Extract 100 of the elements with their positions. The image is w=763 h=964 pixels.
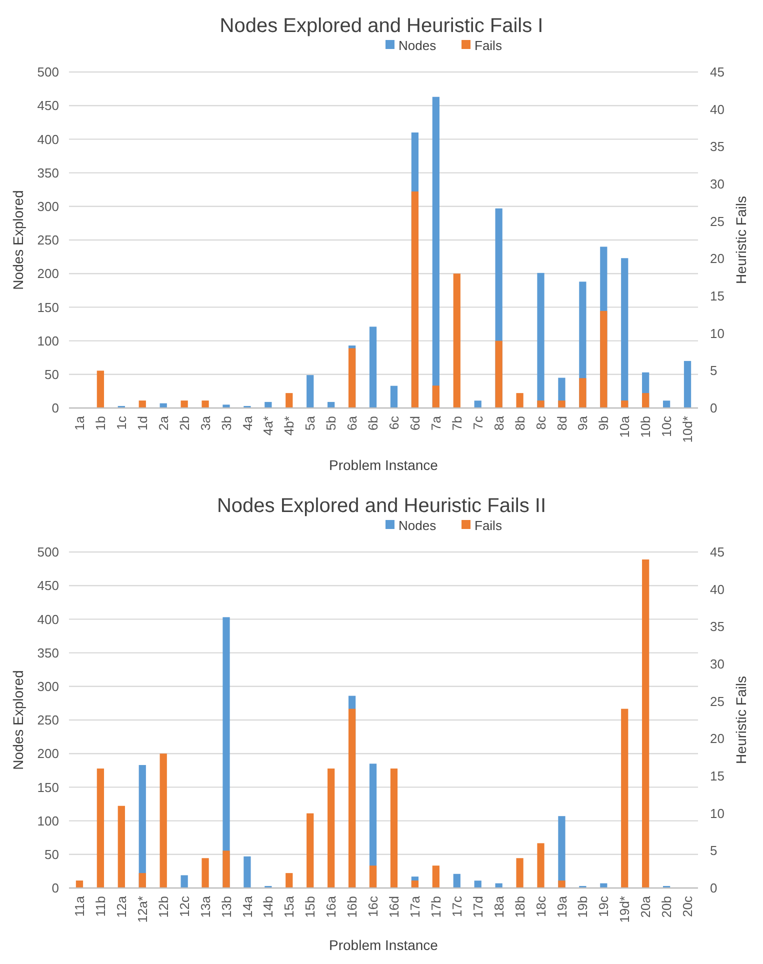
- x-tick-label: 18b: [512, 896, 528, 918]
- bar: [642, 559, 650, 888]
- bar: [621, 708, 628, 888]
- x-tick-label: 17a: [408, 895, 422, 918]
- bar: [537, 400, 544, 408]
- y2-tick-label: 30: [710, 656, 724, 672]
- x-tick-label: 13b: [218, 896, 234, 918]
- x-tick-label: 1a: [72, 415, 88, 430]
- bar: [244, 856, 251, 888]
- x-tick-label: 1b: [93, 416, 108, 430]
- x-tick-label: 2a: [156, 415, 171, 430]
- y-tick-label: 500: [37, 64, 59, 80]
- bar: [621, 400, 628, 408]
- y-tick-label: 150: [37, 300, 59, 315]
- x-tick-label: 18c: [533, 896, 548, 917]
- bar: [453, 274, 460, 408]
- x-tick-label: 5a: [302, 415, 318, 430]
- x-tick-label: 16c: [366, 896, 381, 917]
- y2-tick-label: 20: [710, 731, 724, 746]
- x-tick-label: 11a: [72, 895, 88, 917]
- legend-label: Fails: [474, 38, 502, 53]
- chart-title: Nodes Explored and Heuristic Fails II: [216, 495, 546, 517]
- bar: [516, 393, 524, 408]
- y-tick-label: 150: [37, 780, 59, 795]
- bar: [202, 400, 209, 408]
- y-tick-label: 400: [37, 132, 59, 147]
- x-tick-label: 8c: [533, 416, 548, 430]
- x-tick-label: 9a: [575, 415, 590, 430]
- x-tick-label: 9b: [596, 416, 612, 430]
- y2-tick-label: 5: [710, 843, 718, 858]
- x-tick-label: 7c: [470, 416, 486, 430]
- x-tick-label: 8b: [512, 416, 528, 430]
- x-tick-label: 10d*: [680, 416, 696, 443]
- bar: [369, 326, 377, 408]
- x-tick-label: 15a: [282, 895, 297, 918]
- y2-tick-label: 40: [710, 582, 724, 597]
- bar: [432, 386, 440, 408]
- x-tick-label: 4a*: [260, 416, 276, 436]
- y-axis-title: Nodes Explored: [10, 670, 26, 770]
- y2-tick-label: 35: [710, 139, 724, 154]
- x-tick-label: 5b: [324, 416, 339, 430]
- x-tick-label: 1d: [134, 416, 150, 430]
- bar: [328, 402, 335, 408]
- y-tick-label: 450: [37, 98, 59, 114]
- bar: [180, 400, 188, 408]
- chart-title: Nodes Explored and Heuristic Fails I: [220, 15, 544, 37]
- bar: [96, 370, 104, 408]
- x-tick-label: 13a: [198, 895, 213, 918]
- x-tick-label: 7b: [449, 416, 464, 430]
- bar: [474, 400, 482, 408]
- y-tick-label: 350: [37, 645, 59, 660]
- bar: [180, 875, 188, 888]
- bar: [222, 404, 230, 408]
- y2-tick-label: 0: [710, 400, 718, 416]
- y2-tick-label: 10: [710, 806, 724, 821]
- y2-tick-label: 30: [710, 176, 724, 192]
- x-tick-label: 10b: [638, 416, 654, 438]
- bar: [264, 402, 272, 408]
- y2-tick-label: 45: [710, 544, 724, 560]
- bar: [76, 880, 84, 888]
- x-tick-label: 19a: [554, 895, 570, 918]
- y2-tick-label: 15: [710, 768, 724, 784]
- bar: [537, 843, 544, 888]
- x-tick-label: 12b: [156, 896, 171, 918]
- y-tick-label: 300: [37, 678, 59, 694]
- x-tick-label: 10c: [659, 416, 674, 437]
- x-tick-label: 12c: [176, 896, 192, 917]
- y-tick-label: 50: [44, 366, 59, 382]
- x-tick-label: 12a: [114, 895, 129, 918]
- legend-label: Nodes: [398, 518, 437, 533]
- legend-label: Nodes: [398, 38, 437, 53]
- bar: [474, 880, 482, 888]
- y2-tick-label: 25: [710, 214, 724, 229]
- y-tick-label: 0: [52, 400, 59, 416]
- bar: [390, 386, 398, 408]
- y-tick-label: 350: [37, 165, 59, 180]
- x-axis-title: Problem Instance: [329, 457, 438, 473]
- y-tick-label: 0: [52, 880, 59, 896]
- bar: [453, 874, 460, 888]
- y-tick-label: 250: [37, 712, 59, 728]
- x-tick-label: 17b: [428, 896, 444, 918]
- y2-axis-title: Heuristic Fails: [733, 676, 749, 764]
- x-tick-label: 16b: [344, 896, 360, 918]
- x-tick-label: 20c: [680, 896, 696, 917]
- bar: [138, 400, 146, 408]
- x-tick-label: 20b: [659, 896, 674, 918]
- x-tick-label: 19c: [596, 896, 612, 917]
- x-tick-label: 17d: [470, 896, 486, 918]
- y-tick-label: 250: [37, 232, 59, 248]
- y-tick-label: 50: [44, 846, 59, 862]
- bar: [202, 858, 209, 888]
- y2-tick-label: 45: [710, 64, 724, 80]
- x-tick-label: 19d*: [617, 896, 632, 923]
- x-tick-label: 3b: [218, 416, 234, 430]
- y-axis-title: Nodes Explored: [10, 190, 26, 290]
- x-tick-label: 14b: [260, 896, 276, 918]
- x-tick-label: 2b: [176, 416, 192, 430]
- y2-tick-label: 35: [710, 619, 724, 634]
- x-tick-label: 16a: [324, 895, 339, 918]
- y-tick-label: 500: [37, 544, 59, 560]
